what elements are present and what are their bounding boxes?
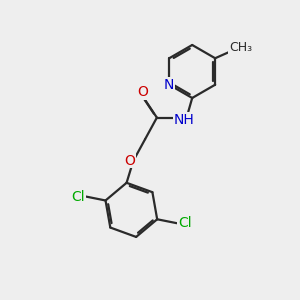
Text: O: O — [138, 85, 148, 99]
Text: CH₃: CH₃ — [229, 41, 252, 54]
Text: Cl: Cl — [178, 216, 191, 230]
Text: NH: NH — [174, 112, 195, 127]
Text: N: N — [164, 78, 174, 92]
Text: O: O — [124, 154, 135, 168]
Text: Cl: Cl — [71, 190, 85, 203]
